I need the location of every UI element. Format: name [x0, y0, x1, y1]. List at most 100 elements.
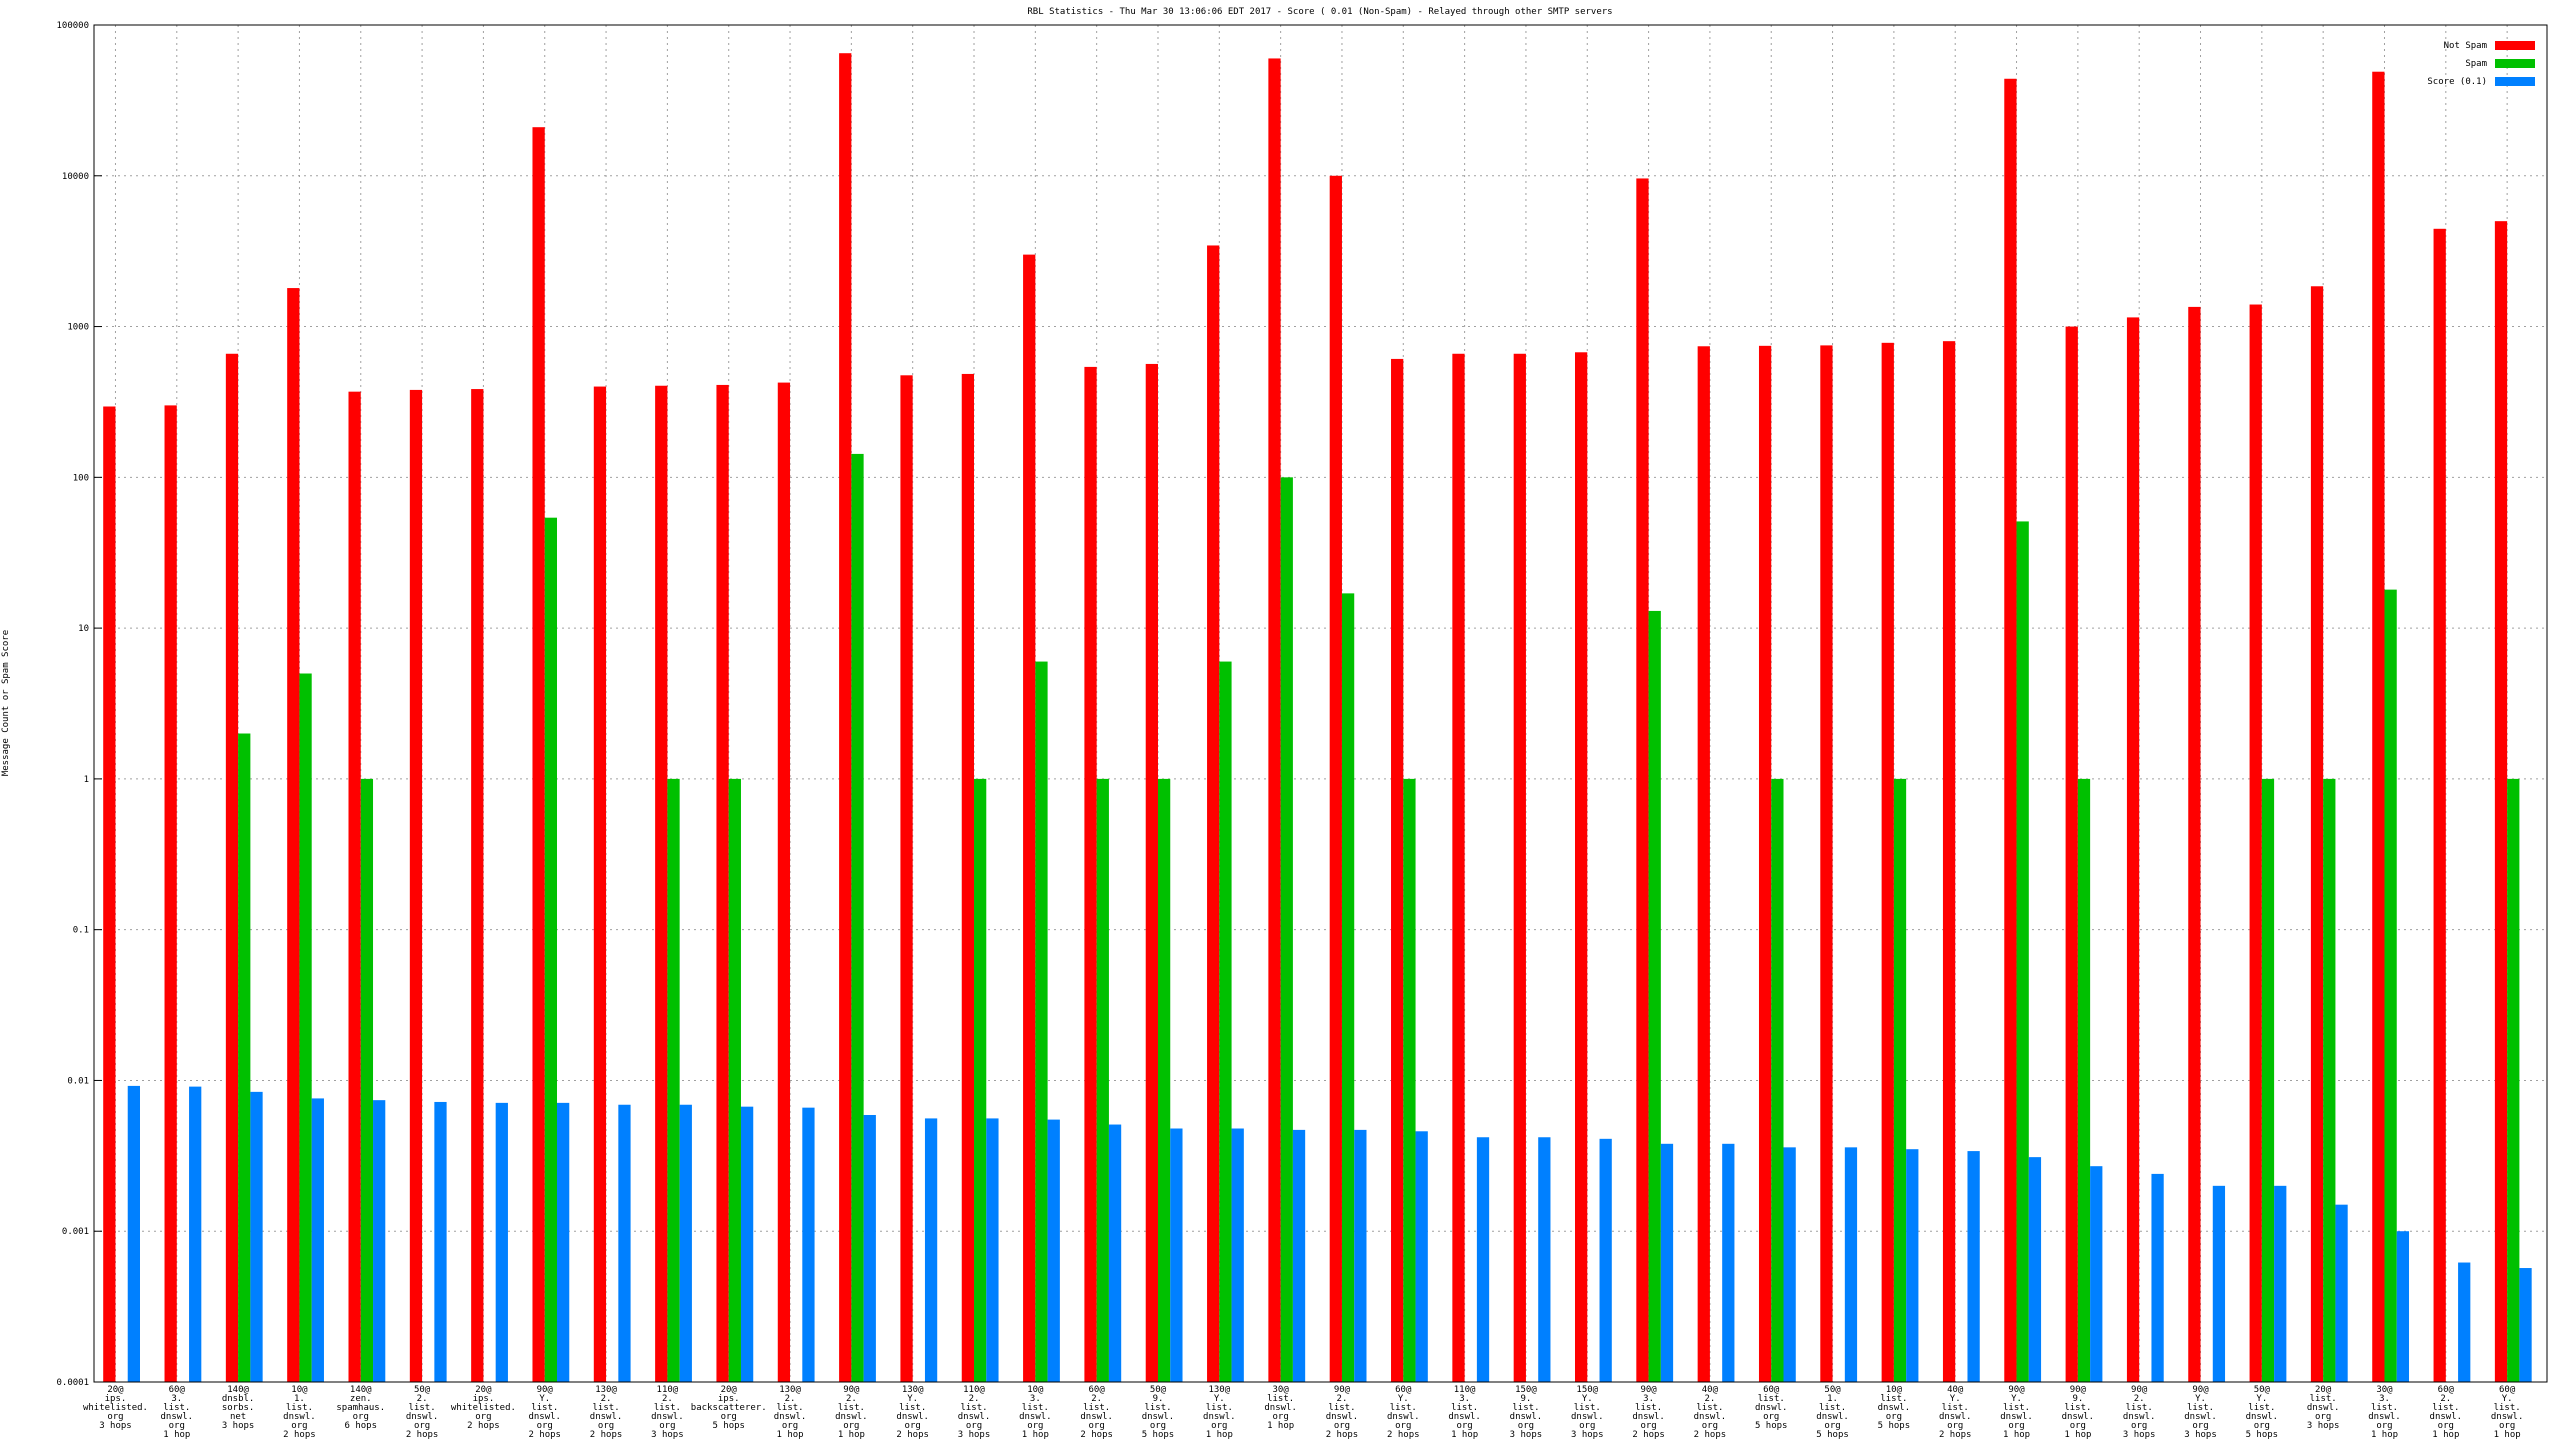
- x-tick-label-line: dnswl.: [161, 1412, 194, 1422]
- x-tick-label-line: org: [1089, 1421, 1105, 1431]
- bar: [728, 778, 741, 1382]
- x-tick-label-line: Y.: [2256, 1394, 2267, 1404]
- bar: [679, 1104, 692, 1382]
- x-tick-label-line: 2 hops: [896, 1430, 929, 1440]
- bar: [1783, 1147, 1796, 1382]
- x-tick-label-line: 140@: [227, 1385, 249, 1395]
- x-tick-label-line: 3 hops: [2123, 1430, 2156, 1440]
- x-tick-label-line: org: [1702, 1421, 1718, 1431]
- x-tick-label-line: 9.: [2072, 1394, 2083, 1404]
- x-tick-label-line: 2 hops: [283, 1430, 316, 1440]
- bar: [1820, 345, 1833, 1382]
- x-tick-label-line: 90@: [2008, 1385, 2025, 1395]
- bar: [2188, 306, 2201, 1383]
- bar: [1268, 58, 1281, 1383]
- x-tick-label: 50@ 1. list. dnswl. org 5 hops: [1816, 1385, 1849, 1440]
- bar: [127, 1085, 140, 1382]
- x-tick-label-line: dnswl.: [1878, 1403, 1911, 1413]
- x-tick-label-line: Y.: [1950, 1394, 1961, 1404]
- x-tick-label-line: dnswl.: [2491, 1412, 2524, 1422]
- bar: [2323, 778, 2336, 1382]
- x-tick-label-line: 130@: [595, 1385, 617, 1395]
- bar: [1084, 366, 1097, 1382]
- x-tick-label-line: dnswl.: [1571, 1412, 1604, 1422]
- x-tick-label-line: 1 hop: [1022, 1430, 1049, 1440]
- bar: [299, 673, 312, 1382]
- x-tick-label: 60@ 2. list. dnswl. org 1 hop: [2430, 1385, 2463, 1440]
- x-tick-label-line: 6 hops: [345, 1421, 378, 1431]
- bar: [1538, 1137, 1551, 1382]
- bar: [1341, 593, 1355, 1382]
- bar: [802, 1107, 815, 1382]
- x-tick-label-line: 1 hop: [2494, 1430, 2521, 1440]
- x-tick-label-line: whitelisted.: [451, 1403, 516, 1413]
- bar: [409, 389, 423, 1382]
- x-tick-label-line: list.: [654, 1403, 681, 1413]
- x-tick-label-line: 20@: [107, 1385, 124, 1395]
- x-tick-label: 30@ list. dnswl. org 1 hop: [1264, 1385, 1297, 1431]
- bar: [471, 389, 484, 1383]
- x-tick-label-line: whitelisted.: [83, 1403, 148, 1413]
- bar: [1415, 1131, 1428, 1382]
- x-tick-label-line: 1 hop: [838, 1430, 865, 1440]
- x-tick-label-line: list.: [960, 1403, 987, 1413]
- x-tick-label-line: org: [414, 1421, 430, 1431]
- bar: [238, 733, 251, 1382]
- x-tick-label-line: dnswl.: [2307, 1403, 2340, 1413]
- x-tick-label-line: dnswl.: [1387, 1412, 1420, 1422]
- bar: [863, 1114, 876, 1382]
- x-tick-label-line: 1 hop: [1451, 1430, 1478, 1440]
- bar: [1574, 352, 1588, 1383]
- x-tick-label-line: dnswl.: [2184, 1412, 2217, 1422]
- bar: [311, 1098, 324, 1382]
- x-tick-label-line: org: [1947, 1421, 1963, 1431]
- x-tick-label-line: org: [2192, 1421, 2208, 1431]
- x-tick-label: 130@ 2. list. dnswl. org 2 hops: [590, 1385, 623, 1440]
- y-tick-label: 0.1: [73, 926, 89, 936]
- x-tick-label: 90@ 2. list. dnswl. org 1 hop: [835, 1385, 868, 1440]
- bar: [2310, 286, 2324, 1383]
- x-tick-label-line: 3 hops: [99, 1421, 132, 1431]
- x-tick-label: 60@ Y. list. dnswl. org 2 hops: [1387, 1385, 1420, 1440]
- x-tick-label-line: 2.: [1091, 1394, 1102, 1404]
- x-tick-label-line: 3 hops: [651, 1430, 684, 1440]
- x-tick-label-line: org: [1579, 1421, 1595, 1431]
- legend-swatch: [2495, 77, 2535, 86]
- x-tick-label: 40@ 2. list. dnswl. org 2 hops: [1694, 1385, 1727, 1440]
- x-tick-label: 30@ 3. list. dnswl. org 1 hop: [2368, 1385, 2401, 1440]
- x-tick-label-line: 5 hops: [1878, 1421, 1911, 1431]
- y-tick-label: 10: [78, 624, 89, 634]
- x-tick-label-line: org: [966, 1421, 982, 1431]
- x-tick-label-line: list.: [776, 1403, 803, 1413]
- x-tick-label-line: zen.: [350, 1394, 372, 1404]
- y-tick-label: 0.01: [67, 1076, 89, 1086]
- x-tick-label: 140@ dnsbl. sorbs. net 3 hops: [222, 1385, 255, 1431]
- x-tick-label-line: org: [2070, 1421, 2086, 1431]
- x-tick-label-line: 3 hops: [222, 1421, 255, 1431]
- x-tick-label-line: org: [353, 1412, 369, 1422]
- x-tick-label-line: dnswl.: [1264, 1403, 1297, 1413]
- x-tick-label-line: 10@: [291, 1385, 308, 1395]
- x-tick-label-line: net: [230, 1412, 246, 1422]
- bar: [434, 1101, 447, 1382]
- bar: [667, 778, 680, 1382]
- x-tick-label-line: Y.: [2011, 1394, 2022, 1404]
- x-tick-label-line: 130@: [779, 1385, 801, 1395]
- bar: [1648, 610, 1661, 1382]
- bar: [1513, 353, 1526, 1383]
- bar: [1758, 345, 1772, 1382]
- x-tick-label-line: spamhaus.: [336, 1403, 385, 1413]
- bar: [103, 406, 116, 1382]
- bar: [2433, 228, 2446, 1383]
- x-tick-label-line: 3 hops: [2184, 1430, 2217, 1440]
- bar: [164, 405, 177, 1382]
- x-tick-label-line: 2.: [662, 1394, 673, 1404]
- x-tick-label-line: Y.: [539, 1394, 550, 1404]
- chart-title: RBL Statistics - Thu Mar 30 13:06:06 EDT…: [1027, 7, 1612, 17]
- x-tick-label-line: 90@: [2192, 1385, 2209, 1395]
- bar: [2274, 1185, 2287, 1382]
- bar: [1391, 358, 1404, 1382]
- x-tick-label-line: 30@: [2376, 1385, 2393, 1395]
- bar: [1096, 778, 1109, 1382]
- x-tick-label: 110@ 2. list. dnswl. org 3 hops: [651, 1385, 684, 1440]
